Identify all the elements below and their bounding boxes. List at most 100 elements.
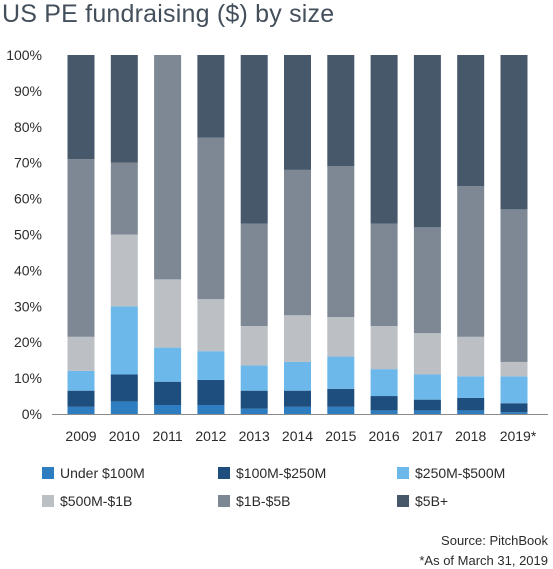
y-tick-label: 40% — [14, 262, 42, 278]
x-tick-label: 2015 — [325, 428, 356, 444]
y-tick-label: 100% — [6, 47, 42, 63]
bar-segment — [110, 306, 138, 375]
bar-segment — [197, 55, 225, 138]
bar-segment — [154, 381, 182, 406]
legend-item: $100M-$250M — [218, 464, 326, 482]
y-tick-label: 10% — [14, 370, 42, 386]
bar-segment — [457, 397, 485, 411]
bar-segment — [413, 410, 441, 414]
bar-segment — [457, 55, 485, 187]
bar-segment — [413, 333, 441, 375]
legend-swatch — [218, 495, 230, 507]
x-tick-label: 2009 — [65, 428, 96, 444]
bar-segment — [370, 396, 398, 411]
legend-label: Under $100M — [60, 465, 145, 481]
bar-segment — [370, 55, 398, 224]
bar-segment — [500, 209, 528, 362]
bar-segment — [284, 315, 311, 362]
bar-segment — [327, 356, 355, 389]
x-tick-label: 2012 — [195, 428, 226, 444]
x-tick-label: 2011 — [153, 428, 183, 444]
bar-segment — [67, 55, 95, 160]
bar-segment — [284, 55, 311, 170]
bar-segment — [413, 374, 441, 400]
bar-segment — [284, 361, 311, 391]
legend-swatch — [397, 495, 409, 507]
bar-segment — [67, 370, 95, 391]
bar-segment — [457, 336, 485, 377]
bar-segment — [154, 55, 182, 280]
stacked-bar-chart: 0%10%20%30%40%50%60%70%80%90%100% 2009 20… — [6, 47, 548, 444]
legend-label: $100M-$250M — [236, 465, 327, 481]
y-tick-label: 90% — [14, 83, 42, 99]
footnote: *As of March 31, 2019 — [419, 553, 548, 568]
x-tick-label: 2016 — [369, 428, 400, 444]
bar-segment — [197, 405, 225, 414]
bar-segment — [327, 166, 355, 318]
bar-segment — [240, 326, 268, 366]
legend-item: $1B-$5B — [218, 492, 290, 510]
bar-segment — [240, 408, 268, 414]
bar-segment — [154, 279, 182, 348]
y-tick-label: 0% — [22, 406, 42, 422]
legend-label: $1B-$5B — [236, 493, 291, 509]
legend-swatch — [218, 467, 230, 479]
legend-item: $5B+ — [397, 492, 448, 510]
y-axis: 0% 10% 20% 30% 40% 50% 60% 70% 80% 90% 100% — [6, 47, 42, 422]
bar-segment — [197, 379, 225, 406]
x-axis: 2009 2010 2011 2012 2013 2014 2015 2016 2017 2018… — [65, 428, 536, 444]
x-tick-label: 2013 — [239, 428, 270, 444]
bar-segment — [457, 410, 485, 414]
bar-segment — [240, 223, 268, 327]
y-tick-label: 70% — [14, 155, 42, 171]
bar-segment — [327, 317, 355, 357]
y-tick-label: 20% — [14, 334, 42, 350]
bar-segment — [500, 376, 528, 404]
y-tick-label: 60% — [14, 191, 42, 207]
bars — [67, 55, 528, 414]
x-tick-label: 2018 — [455, 428, 486, 444]
legend-swatch — [397, 467, 409, 479]
legend-label: $500M-$1B — [60, 493, 133, 509]
source-note: Source: PitchBook — [441, 533, 548, 548]
bar-segment — [413, 55, 441, 228]
bar-segment — [154, 405, 182, 414]
x-tick-label: 2010 — [109, 428, 140, 444]
bar-segment — [110, 374, 138, 402]
bar-segment — [110, 401, 138, 414]
bar-segment — [67, 159, 95, 337]
bar-segment — [154, 347, 182, 382]
bar-segment — [413, 399, 441, 411]
y-tick-label: 30% — [14, 298, 42, 314]
x-tick-label: 2017 — [412, 428, 443, 444]
bar-segment — [413, 227, 441, 334]
bar-segment — [284, 390, 311, 407]
bar-segment — [197, 299, 225, 352]
bar-segment — [67, 406, 95, 414]
bar-segment — [500, 55, 528, 210]
x-tick-label: 2019* — [500, 428, 537, 444]
bar-segment — [457, 186, 485, 337]
legend-item: $250M-$500M — [397, 464, 505, 482]
bar-segment — [110, 234, 138, 307]
bar-segment — [240, 390, 268, 409]
bar-segment — [370, 410, 398, 414]
y-tick-label: 50% — [14, 227, 42, 243]
legend-swatch — [42, 467, 54, 479]
bar-segment — [500, 403, 528, 413]
legend-swatch — [42, 495, 54, 507]
bar-segment — [500, 412, 528, 414]
bar-segment — [500, 361, 528, 377]
legend-item: $500M-$1B — [42, 492, 132, 510]
bar-segment — [370, 326, 398, 370]
x-tick-label: 2014 — [282, 428, 313, 444]
chart-title: US PE fundraising ($) by size — [2, 0, 335, 28]
bar-segment — [67, 390, 95, 407]
bar-segment — [284, 169, 311, 316]
bar-segment — [457, 376, 485, 398]
legend-item: Under $100M — [42, 464, 145, 482]
bar-segment — [284, 406, 311, 414]
legend: Under $100M $100M-$250M $250M-$500M $500M-$… — [0, 458, 553, 518]
legend-label: $250M-$500M — [415, 465, 506, 481]
bar-segment — [370, 223, 398, 327]
